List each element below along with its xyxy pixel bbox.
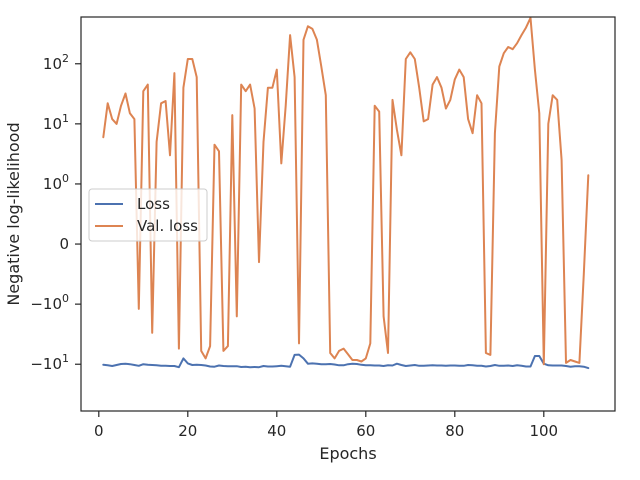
y-tick-exponent: 1 (62, 112, 69, 125)
y-tick-label: 100 (43, 172, 69, 193)
y-tick-base: 10 (43, 115, 62, 133)
series-layer (102, 16, 590, 370)
y-tick-label: 101 (43, 112, 69, 133)
x-tick-label: 20 (178, 422, 197, 440)
x-tick-label: 60 (356, 422, 375, 440)
y-tick-base: 10 (43, 55, 62, 73)
y-tick-exponent: 2 (62, 52, 69, 65)
y-tick-base: −10 (30, 355, 62, 373)
y-tick-exponent: 0 (62, 292, 69, 305)
y-tick-base: 10 (43, 175, 62, 193)
series-line-loss (102, 353, 590, 370)
legend-label: Loss (137, 195, 170, 213)
legend-box (88, 188, 208, 242)
legend: Loss Val. loss (88, 188, 208, 242)
x-tick-label: 80 (445, 422, 464, 440)
y-tick-exponent: 1 (62, 352, 69, 365)
series-line-val-loss (102, 16, 590, 366)
y-tick-label: −101 (30, 352, 69, 373)
x-tick-label: 40 (267, 422, 286, 440)
plot-frame (80, 16, 616, 412)
x-axis-label: Epochs (319, 444, 376, 463)
y-tick-label: 102 (43, 52, 69, 73)
y-tick-base: −10 (30, 295, 62, 313)
y-tick-base: 0 (59, 235, 69, 253)
y-tick-label: 0 (59, 235, 69, 253)
y-tick-exponent: 0 (62, 172, 69, 185)
x-axis: 0 20 40 60 80 100 (94, 411, 558, 440)
y-tick-label: −100 (30, 292, 69, 313)
legend-label: Val. loss (137, 217, 198, 235)
y-axis-label: Negative log-likelihood (4, 122, 23, 305)
x-tick-label: 0 (94, 422, 104, 440)
x-tick-label: 100 (529, 422, 558, 440)
